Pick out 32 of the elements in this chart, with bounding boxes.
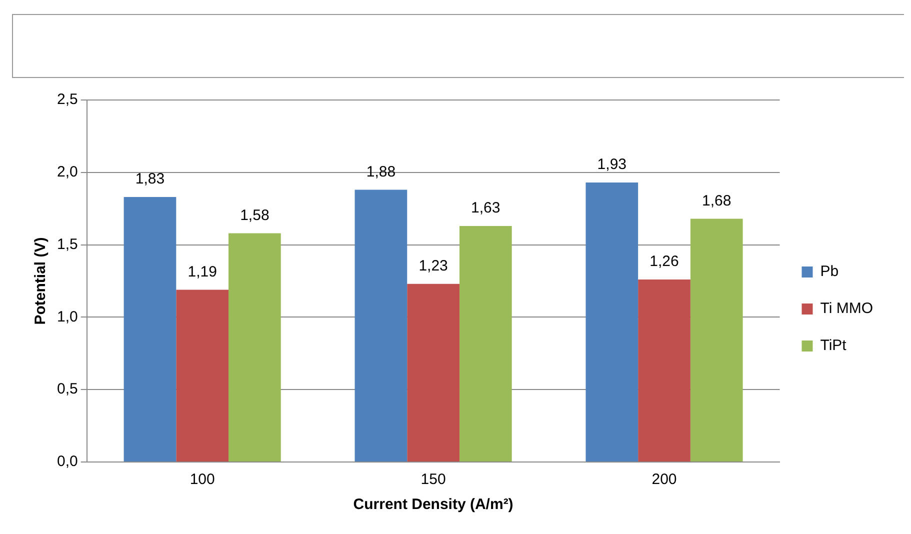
y-axis-title: Potential (V) bbox=[32, 237, 50, 325]
data-label: 1,88 bbox=[366, 163, 396, 180]
x-axis-title: Current Density (A/m²) bbox=[353, 496, 514, 514]
bar bbox=[690, 218, 743, 462]
bar bbox=[354, 190, 408, 462]
y-tick-label: 2,5 bbox=[56, 91, 78, 108]
y-tick-label: 0,0 bbox=[56, 453, 78, 470]
data-label: 1,58 bbox=[240, 206, 270, 224]
y-tick-label: 1,0 bbox=[56, 308, 78, 326]
x-tick-label: 200 bbox=[652, 471, 677, 488]
legend-label: TiPt bbox=[820, 337, 848, 354]
bar bbox=[638, 280, 690, 462]
bar bbox=[407, 284, 460, 462]
data-label: 1,19 bbox=[188, 263, 217, 280]
x-tick-label: 100 bbox=[190, 471, 215, 488]
y-tick-label: 2,0 bbox=[56, 164, 78, 181]
data-label: 1,26 bbox=[650, 253, 679, 270]
data-label: 1,83 bbox=[135, 170, 165, 188]
bar bbox=[176, 290, 229, 462]
legend-label: Ti MMO bbox=[820, 300, 873, 318]
y-tick-label: 1,5 bbox=[56, 236, 78, 253]
bar bbox=[124, 197, 176, 462]
y-tick-label: 0,5 bbox=[56, 380, 78, 398]
data-label: 1,93 bbox=[597, 156, 627, 174]
legend-label: Pb bbox=[820, 263, 839, 280]
data-label: 1,68 bbox=[702, 192, 732, 210]
bar bbox=[586, 182, 638, 462]
data-label: 1,23 bbox=[418, 258, 448, 275]
x-tick-label: 150 bbox=[420, 471, 446, 488]
bar bbox=[228, 233, 281, 462]
bar bbox=[459, 226, 512, 462]
data-label: 1,63 bbox=[471, 200, 500, 217]
